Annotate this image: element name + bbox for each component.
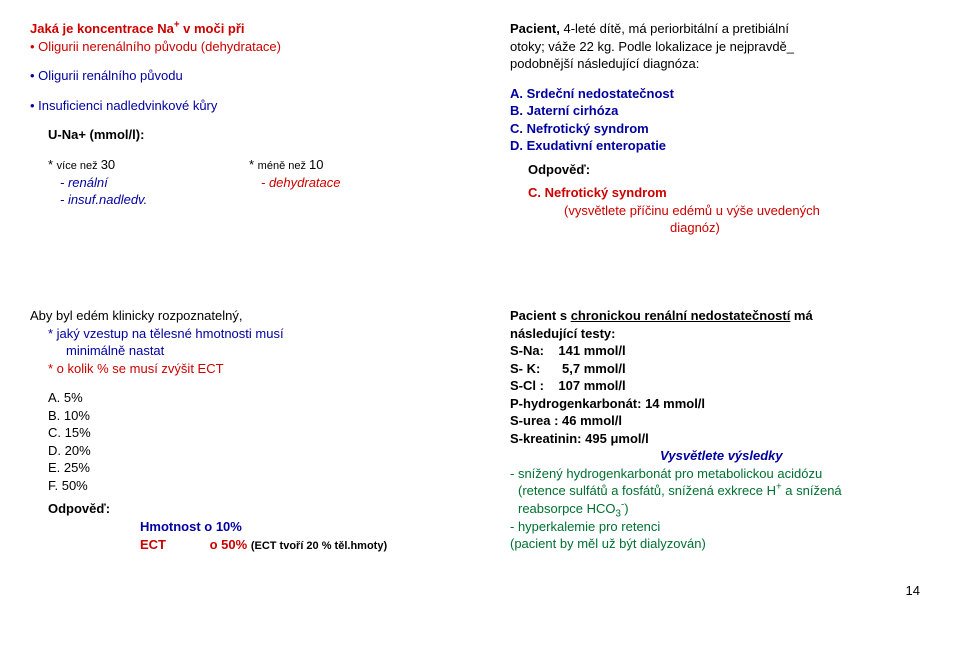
- panel-bottom-right: Pacient s chronickou renální nedostatečn…: [510, 307, 930, 553]
- tl-col2-head: * méně než 10: [249, 156, 450, 174]
- br-ans2: (retence sulfátů a fosfátů, snížená exkr…: [518, 482, 930, 500]
- br-ans1: - snížený hydrogenkarbonát pro metabolic…: [510, 465, 930, 483]
- tl-col1: * více než 30 - renální - insuf.nadledv.: [48, 156, 249, 209]
- bl-ans2c: (ECT tvoří 20 % těl.hmoty): [251, 540, 387, 552]
- br-sna-label: S-Na:: [510, 343, 544, 358]
- br-explain: Vysvětlete výsledky: [660, 447, 930, 465]
- panel-bottom-left: Aby byl edém klinicky rozpoznatelný, * j…: [30, 307, 450, 553]
- br-surea: S-urea : 46 mmol/l: [510, 412, 930, 430]
- panel-top-left: Jaká je koncentrace Na+ v moči při • Oli…: [30, 20, 450, 237]
- br-ans3b: ): [624, 501, 628, 516]
- tl-b3: Insuficienci nadledvinkové kůry: [38, 98, 217, 113]
- br-sna: S-Na: 141 mmol/l: [510, 342, 930, 360]
- tl-c2-small: méně než: [258, 160, 309, 172]
- br-l1c: má: [790, 308, 812, 323]
- br-l1: Pacient s chronickou renální nedostatečn…: [510, 307, 930, 325]
- tr-line2: otoky; váže 22 kg. Podle lokalizace je n…: [510, 38, 930, 56]
- bl-l3: minimálně nastat: [66, 342, 450, 360]
- tr-expl1: (vysvětlete příčinu edémů u výše uvedený…: [564, 202, 930, 220]
- br-scl-label: S-Cl :: [510, 378, 544, 393]
- bl-l2: * jaký vzestup na tělesné hmotnosti musí: [48, 325, 450, 343]
- br-l1b: chronickou renální nedostatečností: [571, 308, 791, 323]
- br-skreat-a: S-kreatinin: 495: [510, 431, 610, 446]
- tl-col1-head: * více než 30: [48, 156, 249, 174]
- tl-title: Jaká je koncentrace Na+ v moči při: [30, 20, 450, 38]
- bl-ans2a: ECT: [140, 537, 166, 552]
- tl-b1: Oligurii nerenálního původu (dehydratace…: [38, 39, 281, 54]
- tr-l1b: 4-leté dítě, má periorbitální a pretibiá…: [560, 21, 789, 36]
- tl-col2: * méně než 10 - dehydratace: [249, 156, 450, 209]
- bl-optB: B. 10%: [48, 407, 450, 425]
- bl-l1: Aby byl edém klinicky rozpoznatelný,: [30, 307, 450, 325]
- tr-optD: D. Exudativní enteropatie: [510, 137, 930, 155]
- tl-c1-l1: - renální: [60, 174, 249, 192]
- br-scl: S-Cl : 107 mmol/l: [510, 377, 930, 395]
- tl-una-label: U-Na+ (mmol/l):: [48, 126, 450, 144]
- bl-ans2b: o 50%: [210, 537, 251, 552]
- tl-c1-l2: - insuf.nadledv.: [60, 191, 249, 209]
- slide-grid: Jaká je koncentrace Na+ v moči při • Oli…: [30, 20, 930, 553]
- br-ans4: - hyperkalemie pro retenci: [510, 518, 930, 536]
- br-sk-label: S- K:: [510, 361, 540, 376]
- tr-ansC: C. Nefrotický syndrom: [528, 184, 930, 202]
- br-scl-val: 107 mmol/l: [558, 378, 625, 393]
- br-l2: následující testy:: [510, 325, 930, 343]
- bl-optF: F. 50%: [48, 477, 450, 495]
- tl-c1-val: 30: [101, 157, 115, 172]
- tl-b2-row: • Oligurii renálního původu: [30, 67, 450, 85]
- br-sk-val: 5,7 mmol/l: [562, 361, 626, 376]
- br-sna-val: 141 mmol/l: [558, 343, 625, 358]
- bl-optE: E. 25%: [48, 459, 450, 477]
- bl-l4: * o kolik % se musí zvýšit ECT: [48, 360, 450, 378]
- tl-c2-val: 10: [309, 157, 323, 172]
- page-number: 14: [30, 583, 930, 598]
- bl-ans-label: Odpověď:: [48, 500, 450, 518]
- tl-c1-small: více než: [57, 160, 101, 172]
- bl-optA: A. 5%: [48, 389, 450, 407]
- tl-b2: Oligurii renálního původu: [38, 68, 183, 83]
- br-ans3a: reabsorpce HCO: [518, 501, 616, 516]
- br-skreat: S-kreatinin: 495 μmol/l: [510, 430, 930, 448]
- tr-line1: Pacient, 4-leté dítě, má periorbitální a…: [510, 20, 930, 38]
- br-ans2a: (retence sulfátů a fosfátů, snížená exkr…: [518, 483, 776, 498]
- tl-c2-l1: - dehydratace: [261, 174, 450, 192]
- tr-optC: C. Nefrotický syndrom: [510, 120, 930, 138]
- br-skreat-b: μmol/l: [610, 431, 648, 446]
- tr-l1a: Pacient,: [510, 21, 560, 36]
- bl-optD: D. 20%: [48, 442, 450, 460]
- br-ans3: reabsorpce HCO3-): [518, 500, 930, 518]
- br-ans5: (pacient by měl už být dialyzován): [510, 535, 930, 553]
- tr-optA: A. Srdeční nedostatečnost: [510, 85, 930, 103]
- bl-optC: C. 15%: [48, 424, 450, 442]
- tl-c1-pre: *: [48, 157, 57, 172]
- panel-top-right: Pacient, 4-leté dítě, má periorbitální a…: [510, 20, 930, 237]
- tr-ans-label: Odpověď:: [528, 161, 930, 179]
- bl-ans1: Hmotnost o 10%: [140, 518, 450, 536]
- br-ans2b: a snížená: [782, 483, 842, 498]
- tl-title-post: v moči při: [180, 21, 245, 36]
- tl-title-pre: Jaká je koncentrace Na: [30, 21, 174, 36]
- tl-c2-pre: *: [249, 157, 258, 172]
- tr-expl2: diagnóz): [670, 219, 930, 237]
- br-l1a: Pacient s: [510, 308, 571, 323]
- bl-ans2-row: ECT o 50% (ECT tvoří 20 % těl.hmoty): [140, 536, 450, 554]
- tl-b1-row: • Oligurii nerenálního původu (dehydrata…: [30, 38, 450, 56]
- tr-optB: B. Jaterní cirhóza: [510, 102, 930, 120]
- tl-answer-row: * více než 30 - renální - insuf.nadledv.…: [48, 156, 450, 209]
- br-sk: S- K: 5,7 mmol/l: [510, 360, 930, 378]
- tl-b3-row: • Insuficienci nadledvinkové kůry: [30, 97, 450, 115]
- tr-line3: podobnější následující diagnóza:: [510, 55, 930, 73]
- br-phco3: P-hydrogenkarbonát: 14 mmol/l: [510, 395, 930, 413]
